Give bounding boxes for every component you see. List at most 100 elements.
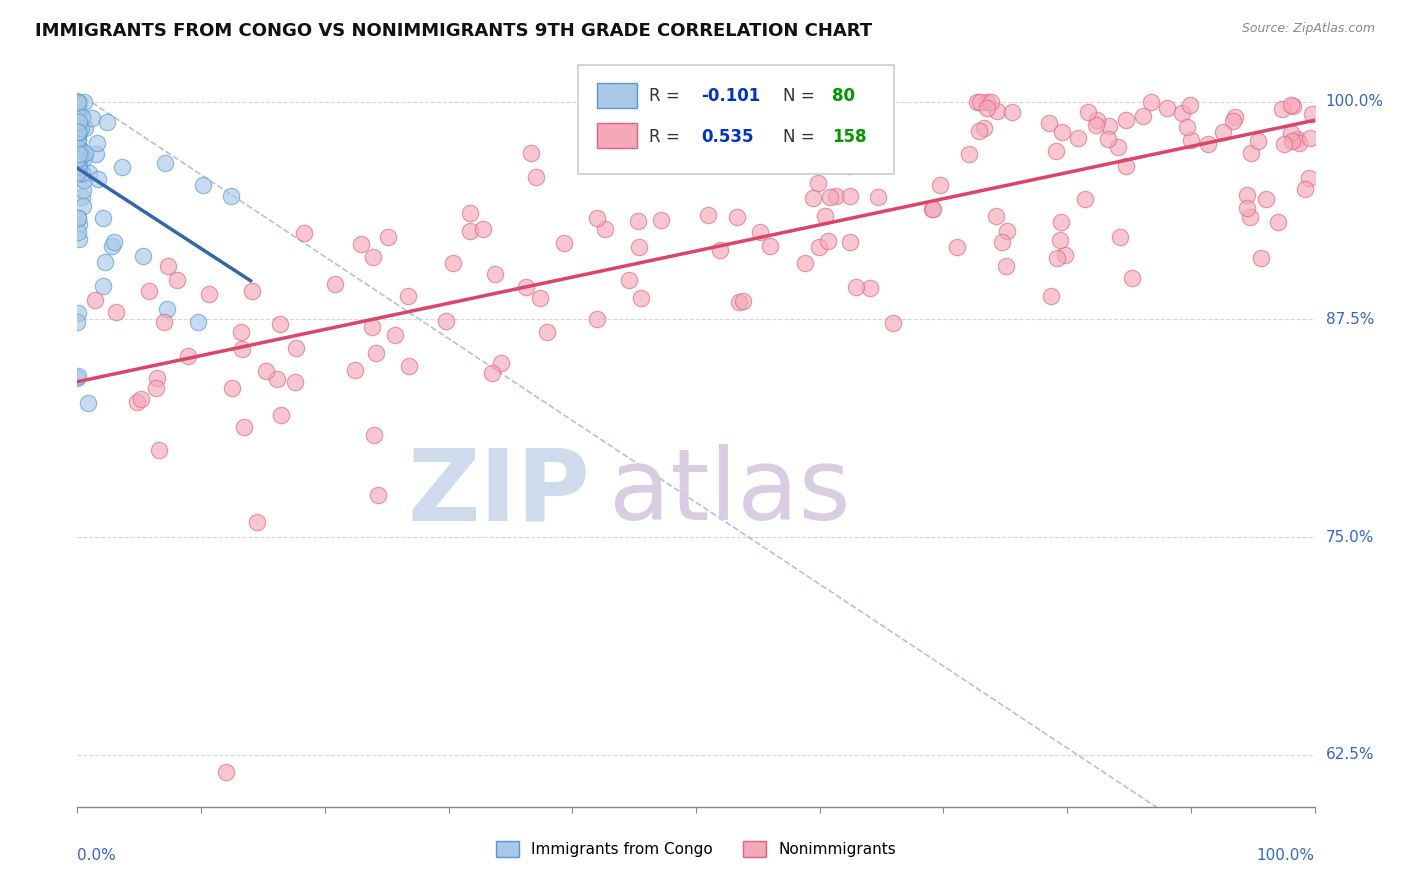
Point [240, 284, 263, 298]
Point [66, 119, 89, 133]
Point [66, 315, 89, 329]
Point [515, 280, 537, 294]
Point [1267, 215, 1289, 229]
Point [67, 95, 90, 109]
Point [969, 95, 991, 109]
Point [1115, 112, 1137, 127]
Point [361, 319, 384, 334]
Point [994, 259, 1017, 273]
Point [138, 284, 160, 298]
Point [1052, 125, 1074, 139]
Point [66, 106, 89, 120]
Point [69, 142, 91, 156]
Point [727, 295, 749, 310]
Text: 0.0%: 0.0% [77, 848, 117, 863]
Point [66, 112, 89, 127]
Point [73, 152, 96, 166]
Point [1282, 99, 1305, 113]
Point [481, 366, 503, 380]
Point [1299, 130, 1322, 145]
Point [86, 136, 108, 150]
Point [66, 99, 89, 113]
Point [67, 157, 90, 171]
Point [1247, 134, 1270, 148]
Point [986, 104, 1008, 119]
Point [66, 144, 89, 158]
Point [66, 141, 89, 155]
Point [957, 146, 980, 161]
Point [1097, 132, 1119, 146]
Point [73, 173, 96, 187]
Point [586, 211, 609, 225]
Point [748, 225, 770, 239]
Point [93, 279, 115, 293]
Point [66, 127, 89, 141]
Point [284, 375, 307, 389]
Point [1171, 105, 1194, 120]
Point [86, 171, 108, 186]
Point [759, 239, 782, 253]
Point [67, 140, 90, 154]
Text: 100.0%: 100.0% [1326, 94, 1384, 109]
Point [1288, 136, 1310, 151]
Point [553, 236, 575, 251]
Point [1272, 136, 1295, 151]
Point [84, 147, 107, 161]
Point [471, 222, 494, 236]
Point [794, 256, 817, 270]
Point [270, 408, 292, 422]
Point [73, 121, 96, 136]
Point [363, 428, 385, 442]
Point [882, 316, 904, 330]
Point [67, 161, 90, 176]
Point [70, 148, 93, 162]
Point [536, 326, 558, 340]
Point [66, 371, 89, 385]
Point [1250, 252, 1272, 266]
Point [396, 289, 419, 303]
Point [1156, 101, 1178, 115]
Point [489, 356, 512, 370]
Point [66, 148, 89, 162]
Point [221, 380, 243, 394]
Point [628, 240, 651, 254]
Point [980, 95, 1002, 109]
Point [67, 166, 90, 180]
Point [285, 341, 308, 355]
Point [66, 95, 89, 110]
Point [83, 293, 105, 308]
Legend: Immigrants from Congo, Nonimmigrants: Immigrants from Congo, Nonimmigrants [489, 835, 903, 863]
Point [67, 217, 90, 231]
Point [70, 189, 93, 203]
Point [650, 212, 672, 227]
Point [1271, 102, 1294, 116]
Point [619, 273, 641, 287]
Point [866, 189, 889, 203]
Point [157, 259, 180, 273]
Point [995, 224, 1018, 238]
Point [66, 163, 89, 178]
Point [66, 142, 89, 156]
Point [828, 113, 851, 128]
Point [946, 240, 969, 254]
Point [66, 95, 89, 109]
Point [1223, 110, 1246, 124]
Point [254, 364, 277, 378]
FancyBboxPatch shape [578, 65, 894, 174]
Point [66, 128, 89, 143]
Text: Source: ZipAtlas.com: Source: ZipAtlas.com [1241, 22, 1375, 36]
Point [731, 294, 754, 309]
Point [1074, 193, 1097, 207]
Point [859, 281, 882, 295]
Point [367, 488, 389, 502]
Point [1109, 230, 1132, 244]
Point [1077, 105, 1099, 120]
Point [1240, 145, 1263, 160]
Point [1107, 140, 1129, 154]
Point [105, 304, 128, 318]
Text: N =: N = [783, 128, 820, 145]
Point [67, 125, 90, 139]
Point [67, 133, 90, 147]
Point [825, 189, 848, 203]
Point [986, 209, 1008, 223]
